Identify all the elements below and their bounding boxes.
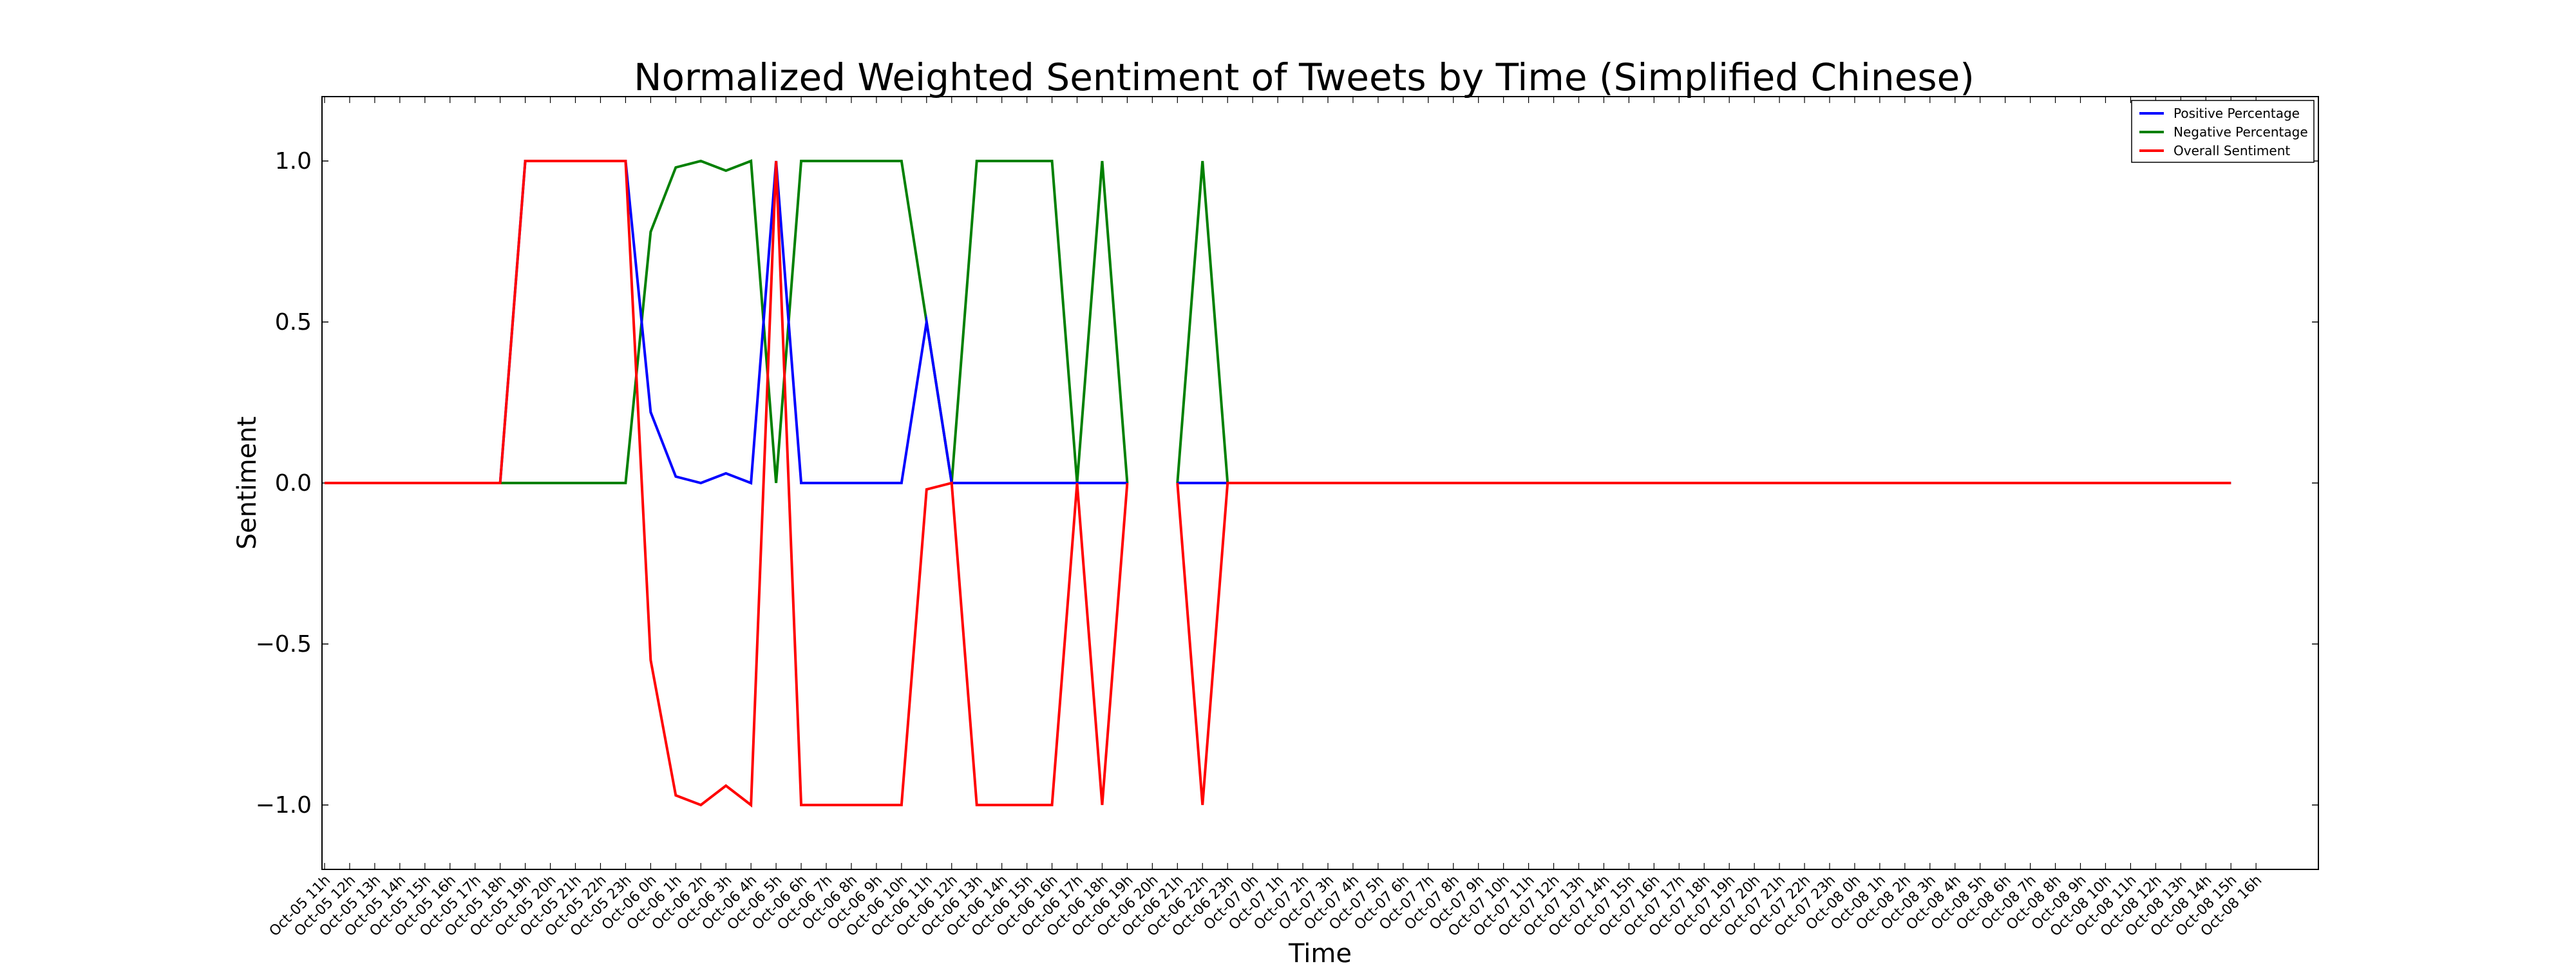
x-axis-label: Time <box>1288 939 1352 966</box>
series-line-overall-sentiment <box>325 160 2231 808</box>
y-tick-label: −1.0 <box>256 792 312 819</box>
y-axis-label: Sentiment <box>232 417 262 550</box>
y-tick-label: 1.0 <box>275 148 312 175</box>
y-tick-label: 0.5 <box>275 309 312 336</box>
y-tick-label: 0.0 <box>275 470 312 497</box>
legend-label: Positive Percentage <box>2174 106 2300 121</box>
chart-title: Normalized Weighted Sentiment of Tweets … <box>634 55 1975 99</box>
legend: Positive Percentage Negative Percentage Ov… <box>2131 100 2315 163</box>
plot-area-frame <box>321 96 2319 870</box>
y-axis-ticks: −1.0 −0.5 0.0 0.5 1.0 <box>256 148 2318 819</box>
legend-label: Overall Sentiment <box>2174 143 2290 158</box>
y-tick-label: −0.5 <box>256 631 312 658</box>
series-lines <box>325 159 2231 808</box>
legend-label: Negative Percentage <box>2174 124 2308 140</box>
